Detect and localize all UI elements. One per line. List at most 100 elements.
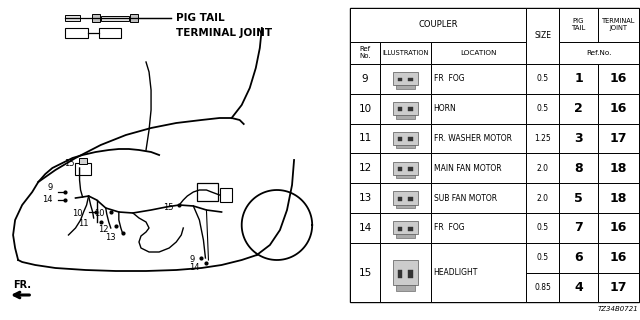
Text: 8: 8 [574,162,583,175]
Text: 18: 18 [610,162,627,175]
Text: 14: 14 [189,262,200,271]
Bar [350,124,380,153]
Bar [526,183,559,213]
Bar [393,102,418,115]
Bar [526,94,559,124]
Text: 10: 10 [358,104,372,114]
Bar [598,64,639,94]
Bar [408,197,413,201]
Text: FR  FOG: FR FOG [434,223,464,232]
Bar [598,213,639,243]
Text: 12: 12 [99,225,109,234]
Bar [408,77,413,82]
Bar [398,227,403,230]
Text: 10: 10 [94,209,105,218]
Text: 14: 14 [42,196,52,204]
Text: HEADLIGHT: HEADLIGHT [434,268,478,277]
Text: 11: 11 [78,220,88,228]
Bar [398,137,403,141]
Bar [526,124,559,153]
Bar [74,163,91,175]
Bar [79,158,86,164]
Bar [598,8,639,42]
Bar [380,153,431,183]
Bar [396,235,415,238]
Bar [380,124,431,153]
Text: Ref.No.: Ref.No. [586,50,611,56]
Bar [559,213,598,243]
Text: 9: 9 [189,255,195,265]
Text: 17: 17 [609,281,627,294]
Bar [398,270,403,277]
Bar [197,183,218,201]
Text: 4: 4 [574,281,583,294]
Bar [559,153,598,183]
Bar [92,14,100,22]
Bar [559,64,598,94]
Text: HORN: HORN [434,104,456,113]
Bar [100,15,129,20]
Bar [393,260,418,285]
Text: FR. WASHER MOTOR: FR. WASHER MOTOR [434,134,511,143]
Bar [398,77,403,82]
Bar [559,124,598,153]
Text: 5: 5 [574,192,583,204]
Bar [526,213,559,243]
Bar [350,153,380,183]
Text: SIZE: SIZE [534,31,551,40]
Text: 3: 3 [574,132,583,145]
Bar [431,94,526,124]
Bar [598,243,639,273]
Text: PIG
TAIL: PIG TAIL [572,19,586,31]
Bar [220,188,232,202]
Bar [350,94,380,124]
Bar [350,8,526,42]
Bar [393,221,418,235]
Bar [431,153,526,183]
Bar [396,115,415,118]
Text: TERMINAL JOINT: TERMINAL JOINT [176,28,273,38]
Bar [598,273,639,302]
Text: 0.5: 0.5 [536,253,548,262]
Bar [350,183,380,213]
Bar [431,243,526,302]
Bar [526,243,559,273]
Bar [559,183,598,213]
Bar [350,42,380,64]
Text: 7: 7 [574,221,583,234]
Bar [393,162,418,175]
Text: ILLUSTRATION: ILLUSTRATION [382,50,429,56]
Text: 0.5: 0.5 [536,104,548,113]
Text: 0.5: 0.5 [536,74,548,83]
Bar [598,153,639,183]
Bar [396,285,415,291]
Text: 16: 16 [610,102,627,115]
Bar [65,15,79,21]
Bar [380,64,431,94]
Bar [398,167,403,171]
Text: FR.: FR. [13,280,31,290]
Text: FR  FOG: FR FOG [434,74,464,83]
Text: 17: 17 [609,132,627,145]
Text: 2.0: 2.0 [536,194,548,203]
Text: 10: 10 [72,209,83,218]
Text: 2.0: 2.0 [536,164,548,173]
Text: 2: 2 [574,102,583,115]
Text: 14: 14 [358,223,372,233]
Bar [431,213,526,243]
Bar [380,42,431,64]
Text: 16: 16 [610,72,627,85]
Bar [396,205,415,208]
Bar [99,28,121,38]
Bar [380,183,431,213]
Bar [350,243,380,302]
Text: Ref
No.: Ref No. [359,46,371,60]
Text: 15: 15 [358,268,372,277]
Bar [130,14,138,22]
Text: 11: 11 [358,133,372,143]
Bar [65,28,88,38]
Bar [559,42,639,64]
Text: LOCATION: LOCATION [460,50,497,56]
Text: PIG TAIL: PIG TAIL [176,13,225,23]
Text: 18: 18 [610,192,627,204]
